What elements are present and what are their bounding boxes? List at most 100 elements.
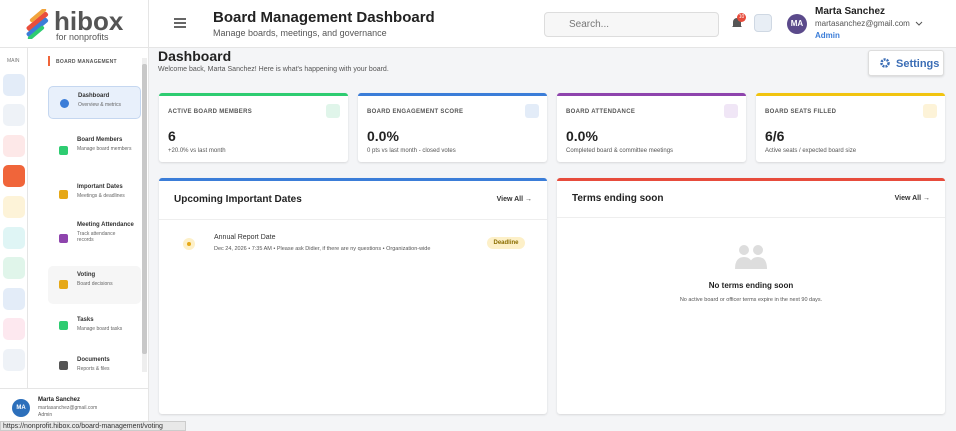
view-all-link[interactable]: View All →	[894, 195, 930, 202]
stat-icon	[724, 104, 738, 118]
nav-subtitle: Manage board members	[77, 146, 132, 152]
divider	[557, 217, 945, 218]
user-role: Admin	[815, 31, 840, 40]
nav-item[interactable]: Dashboard Overview & metrics	[48, 86, 141, 119]
menu-button[interactable]	[174, 18, 186, 28]
avatar[interactable]: MA	[787, 14, 807, 34]
stat-icon	[923, 104, 937, 118]
icon-rail: MAIN	[0, 48, 28, 431]
nav-subtitle: Reports & files	[77, 366, 110, 372]
view-all-link[interactable]: View All →	[496, 196, 532, 203]
stat-note: Completed board & committee meetings	[566, 148, 674, 154]
user-role: Admin	[38, 412, 53, 418]
nav-item[interactable]: Meeting Attendance Track attendance recor…	[48, 218, 141, 260]
nav-title: Important Dates	[77, 184, 123, 190]
terms-card: Terms ending soon View All → No terms en…	[557, 178, 945, 414]
nav-subtitle: Manage board tasks	[77, 326, 123, 332]
event-details: Dec 24, 2026 • 7:35 AM • Please ask Didi…	[214, 246, 431, 252]
nav-subtitle: Board decisions	[77, 281, 113, 287]
logo-area: hibox for nonprofits	[0, 0, 149, 48]
stat-icon	[326, 104, 340, 118]
section-title: BOARD MANAGEMENT	[56, 59, 117, 65]
empty-icon	[735, 245, 767, 269]
welcome-text: Welcome back, Marta Sanchez! Here is wha…	[158, 66, 389, 73]
nav-title: Board Members	[77, 137, 123, 143]
nav-title: Voting	[77, 272, 96, 278]
rail-item[interactable]	[3, 74, 25, 96]
stat-label: ACTIVE BOARD MEMBERS	[168, 109, 253, 115]
logo-icon	[26, 9, 49, 39]
logo-tagline: for nonprofits	[56, 32, 109, 42]
user-email: martasanchez@gmail.com	[815, 19, 910, 28]
stat-value: 0.0%	[566, 128, 598, 144]
rail-item[interactable]	[3, 104, 25, 126]
sidebar: BOARD MANAGEMENT Dashboard Overview & met…	[28, 48, 149, 388]
divider	[159, 219, 547, 220]
logo-name: hibox	[54, 6, 124, 36]
rail-item[interactable]	[3, 257, 25, 279]
rail-item[interactable]	[3, 135, 25, 157]
nav-item[interactable]: Important Dates Meetings & deadlines	[48, 178, 141, 212]
nav-item[interactable]: Board Members Manage board members	[48, 131, 141, 171]
nav-subtitle: Track attendance records	[77, 231, 116, 243]
rail-label: MAIN	[7, 58, 20, 64]
stat-card: BOARD ENGAGEMENT SCORE 0.0% 0 pts vs last …	[358, 93, 547, 162]
settings-button[interactable]: Settings	[868, 50, 944, 76]
rail-item[interactable]	[3, 165, 25, 187]
event-icon	[183, 238, 195, 250]
nav-icon	[59, 321, 68, 330]
empty-title: No terms ending soon	[708, 281, 794, 290]
avatar: MA	[12, 399, 30, 417]
card-title: Upcoming Important Dates	[174, 194, 302, 205]
rail-item[interactable]	[3, 196, 25, 218]
nav-item[interactable]: Voting Board decisions	[48, 266, 141, 304]
nav-icon	[59, 146, 68, 155]
stat-card: ACTIVE BOARD MEMBERS 6 +20.0% vs last mont…	[159, 93, 348, 162]
stat-note: +20.0% vs last month	[168, 148, 226, 154]
stat-label: BOARD SEATS FILLED	[765, 109, 837, 115]
user-name: Marta Sanchez	[38, 397, 81, 403]
user-menu-chevron[interactable]	[915, 21, 923, 27]
nav-title: Documents	[77, 357, 110, 363]
rail-item[interactable]	[3, 349, 25, 371]
header: Board Management Dashboard Manage boards…	[149, 0, 956, 48]
nav-icon	[59, 190, 68, 199]
notification-badge: 10	[737, 13, 746, 22]
nav-icon	[59, 361, 68, 370]
nav-icon	[59, 280, 68, 289]
stat-label: BOARD ATTENDANCE	[566, 109, 636, 115]
header-subtitle: Manage boards, meetings, and governance	[213, 28, 387, 38]
nav-icon	[60, 98, 69, 108]
rail-item[interactable]	[3, 318, 25, 340]
event-badge: Deadline	[487, 237, 525, 249]
page-title: Dashboard	[158, 48, 232, 64]
header-title: Board Management Dashboard	[213, 9, 435, 26]
nav-title: Tasks	[77, 317, 94, 323]
stat-value: 6/6	[765, 128, 785, 144]
user-email: martasanchez@gmail.com	[38, 405, 98, 411]
section-marker	[48, 56, 50, 66]
stat-note: 0 pts vs last month - closed votes	[367, 148, 456, 154]
nav-title: Dashboard	[78, 93, 110, 99]
stat-label: BOARD ENGAGEMENT SCORE	[367, 109, 464, 115]
stat-icon	[525, 104, 539, 118]
nav-item[interactable]: Tasks Manage board tasks	[48, 311, 141, 341]
nav-title: Meeting Attendance	[77, 222, 134, 228]
search-box[interactable]: Search...	[544, 12, 719, 37]
upcoming-card: Upcoming Important Dates View All → Annu…	[159, 178, 547, 414]
empty-text: No active board or officer terms expire …	[679, 297, 823, 303]
nav-subtitle: Meetings & deadlines	[77, 193, 125, 199]
stat-note: Active seats / expected board size	[765, 148, 857, 154]
stat-card: BOARD SEATS FILLED 6/6 Active seats / expe…	[756, 93, 945, 162]
nav-item[interactable]: Documents Reports & files	[48, 351, 141, 381]
sidebar-user: MA Marta Sanchez martasanchez@gmail.com …	[0, 388, 149, 421]
card-title: Terms ending soon	[572, 193, 664, 204]
scrollbar	[142, 58, 147, 372]
user-name: Marta Sanchez	[815, 6, 886, 17]
rail-item[interactable]	[3, 288, 25, 310]
monitor-button[interactable]	[754, 14, 772, 32]
stat-value: 6	[168, 128, 176, 144]
status-bar: https://nonprofit.hibox.co/board-managem…	[0, 421, 186, 431]
rail-item[interactable]	[3, 227, 25, 249]
